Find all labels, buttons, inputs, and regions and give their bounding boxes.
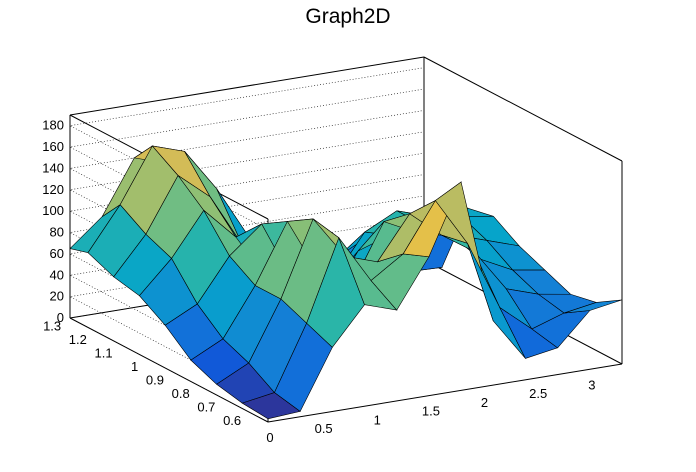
z-gridline	[69, 174, 425, 337]
z-tick-label: 80	[50, 225, 64, 240]
y-tick-label: 1.2	[69, 332, 87, 347]
z-gridline	[69, 88, 425, 252]
z-gridline	[69, 67, 425, 230]
z-tick-label: 140	[42, 160, 64, 175]
y-tick-label: 1.1	[94, 346, 112, 361]
frame-edge	[267, 363, 623, 423]
z-gridline	[69, 110, 425, 273]
z-tick-label: 20	[50, 289, 64, 304]
x-tick-label: 0	[266, 430, 273, 445]
x-tick-label: 3	[588, 377, 595, 392]
z-tick-label: 100	[42, 203, 64, 218]
z-tick-label: 0	[57, 310, 64, 325]
x-tick-label: 2.5	[529, 386, 547, 401]
surface-cell	[564, 299, 623, 314]
y-tick-label: 1	[131, 359, 138, 374]
z-gridline	[69, 195, 425, 359]
y-tick-label: 0.7	[197, 400, 215, 415]
x-tick-label: 1.5	[422, 404, 440, 419]
z-gridline	[69, 131, 425, 295]
tick-labels: 0 20 40 60 80 100 120 140 160 180 0 0.5 1 1.5 2 2.5 3 0.6…	[42, 118, 595, 445]
z-tick-label: 160	[42, 139, 64, 154]
z-tick-label: 60	[50, 246, 64, 261]
z-tick-label: 180	[42, 118, 64, 133]
chart-title: Graph2D	[305, 5, 391, 28]
x-tick-label: 1	[374, 412, 381, 427]
z-tick-label: 120	[42, 182, 64, 197]
y-tick-label: 1.3	[43, 319, 61, 334]
frame-edge	[69, 56, 425, 116]
y-tick-label: 0.6	[223, 413, 241, 428]
x-tick-label: 2	[481, 395, 488, 410]
y-tick-label: 0.9	[146, 373, 164, 388]
x-tick-label: 0.5	[315, 421, 333, 436]
y-tick-label: 0.8	[172, 386, 190, 401]
z-gridline	[69, 152, 425, 316]
surface-mesh	[69, 145, 623, 420]
z-tick-label: 40	[50, 267, 64, 282]
frame-edge	[423, 56, 623, 162]
